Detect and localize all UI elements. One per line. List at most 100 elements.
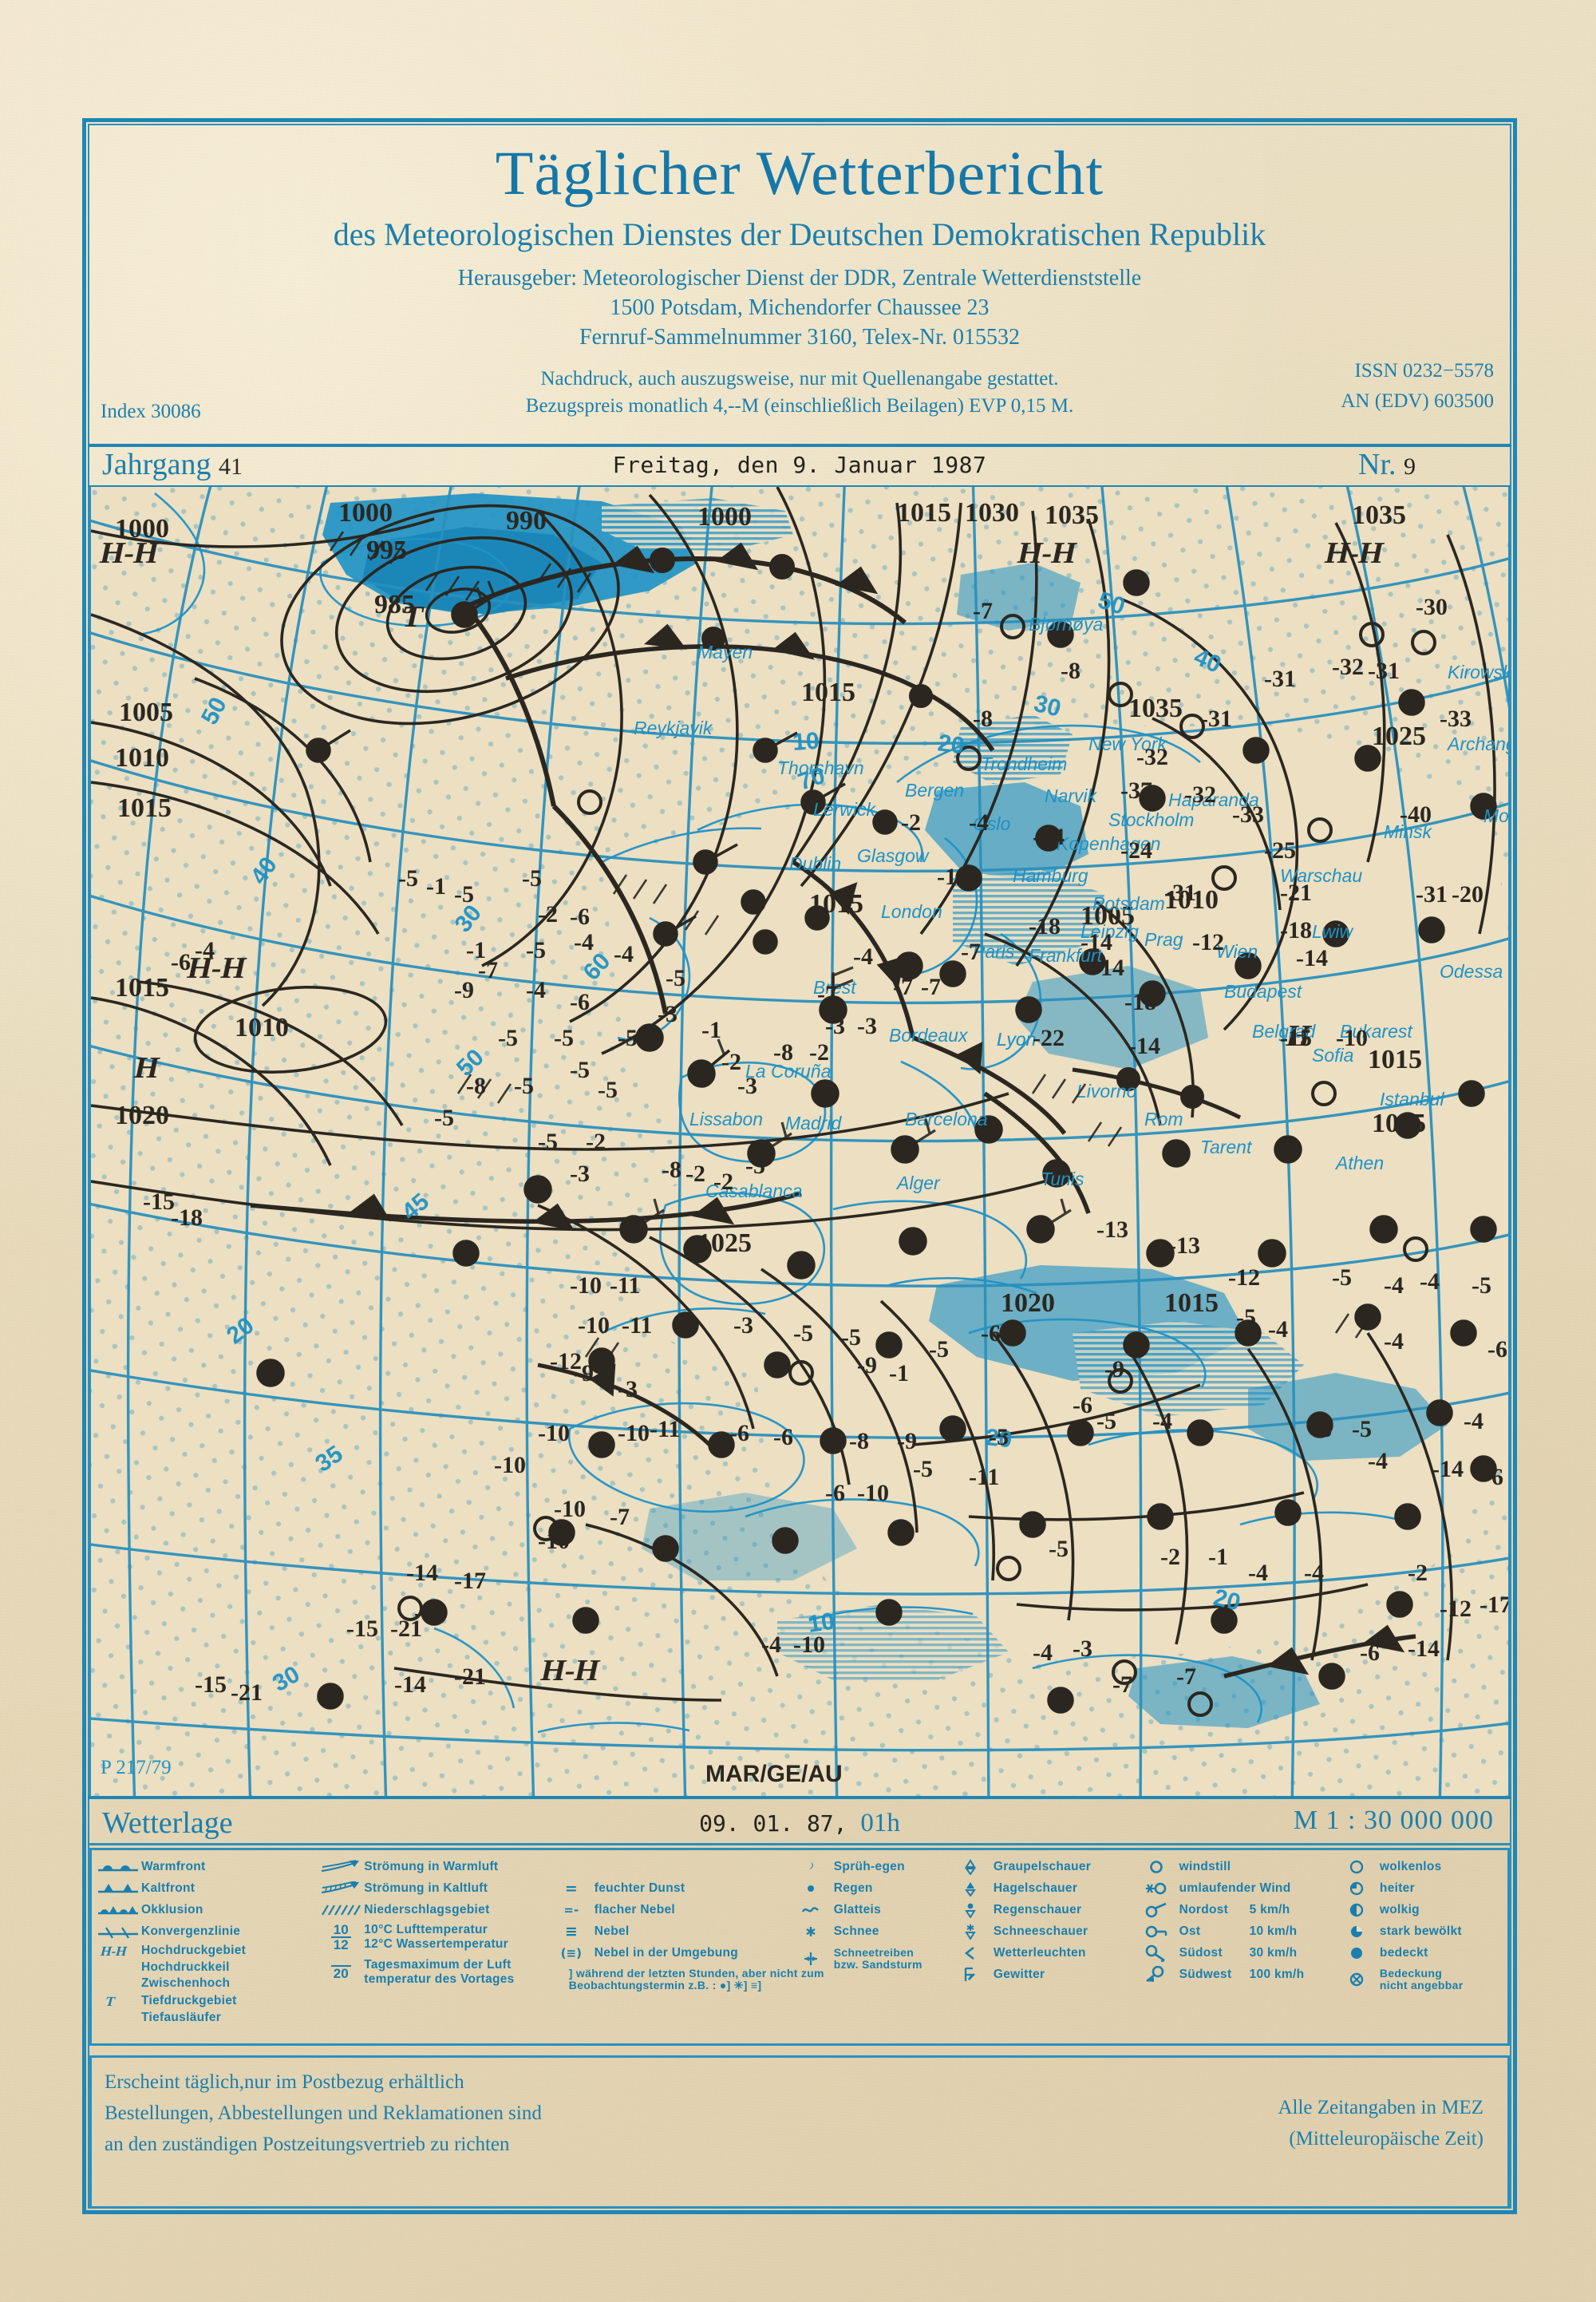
- isobar-label: 1020: [1001, 1288, 1055, 1318]
- svg-text:-6: -6: [825, 1480, 845, 1506]
- city-label: Athen: [1334, 1153, 1384, 1173]
- sheet-code-label: MAR/GE/AU: [705, 1761, 843, 1787]
- okklusion-icon: [95, 1904, 141, 1916]
- warmfront-icon: [95, 1861, 141, 1873]
- temperature-fraction-icon: 10 12: [318, 1923, 364, 1952]
- city-label: Budapest: [1224, 981, 1303, 1002]
- svg-text:-3: -3: [1073, 1636, 1092, 1662]
- svg-text:-5: -5: [538, 1129, 558, 1155]
- konvergenzlinie-icon: [95, 1924, 141, 1939]
- svg-text:-5: -5: [666, 965, 685, 991]
- svg-text:-5: -5: [598, 1077, 618, 1103]
- svg-text:-6: -6: [1483, 1464, 1503, 1490]
- legend-label-warmfront: Warmfront: [141, 1859, 206, 1873]
- legend-row-kaltfront: Kaltfront: [95, 1877, 318, 1899]
- city-label: Barcelona: [905, 1109, 988, 1129]
- city-label: Frankfurt: [1029, 945, 1104, 966]
- city-label: Rom: [1144, 1109, 1183, 1129]
- isobar-label: 1015: [1368, 1045, 1422, 1074]
- legend-row-tagesmaximum: 20 Tagesmaximum der Luft temperatur des …: [318, 1954, 548, 1991]
- city-label: Lyon: [997, 1029, 1036, 1050]
- gewitter-icon: [947, 1967, 994, 1983]
- svg-text:-15: -15: [143, 1189, 175, 1215]
- svg-text:-6: -6: [1312, 1416, 1332, 1442]
- legend-label-gewitter: Gewitter: [993, 1967, 1045, 1981]
- issue-number: 9: [1404, 453, 1416, 480]
- city-label: Lerwick: [813, 799, 876, 820]
- svg-text:-5: -5: [1236, 1304, 1256, 1331]
- legend-label-heiter: heiter: [1379, 1881, 1415, 1895]
- cloud-6-icon: [1333, 1924, 1380, 1940]
- city-label: Livorno: [1077, 1081, 1137, 1102]
- svg-text:-4: -4: [195, 937, 215, 963]
- legend-row-gewitter: Gewitter: [947, 1964, 1133, 1985]
- svg-text:H-H: H-H: [99, 1944, 128, 1958]
- isobar-label: 1005: [1080, 901, 1135, 931]
- footer-left-line-1: Erscheint täglich,nur im Postbezug erhäl…: [105, 2071, 464, 2093]
- station-plots: [256, 569, 1497, 1717]
- legend-label-bedeckung-1: Bedeckung: [1379, 1966, 1443, 1980]
- cloud-x-icon: [1333, 1972, 1380, 1988]
- map-scale: M 1 : 30 000 000: [1293, 1806, 1494, 1835]
- wetterlage-hour: 01h: [860, 1809, 900, 1837]
- svg-text:-10: -10: [570, 1272, 602, 1299]
- legend-row-temperatures: 10 12 10°C Lufttemperatur 12°C Wassertem…: [318, 1920, 548, 1954]
- svg-text:-4: -4: [1368, 1448, 1388, 1474]
- svg-text:-6: -6: [570, 904, 590, 930]
- legend-label-feuchter-dunst: feuchter Dunst: [594, 1881, 685, 1895]
- svg-text:-14: -14: [406, 1560, 438, 1586]
- svg-text:-5: -5: [570, 1057, 590, 1083]
- svg-text:-32: -32: [1184, 781, 1216, 808]
- svg-text:-22: -22: [1033, 1025, 1065, 1051]
- svg-text:-25: -25: [1264, 837, 1296, 864]
- weather-map[interactable]: T H-H T H H-H H-H H-H H-H H 1000 1000 995 9…: [88, 487, 1511, 1796]
- legend-label-schneetreiben-1: Schneetreiben: [833, 1945, 915, 1959]
- legend-label-ost: Ost: [1179, 1924, 1201, 1938]
- legend-column-wind: windstill umlaufender Wind Nordost 5 km/…: [1133, 1856, 1333, 2038]
- svg-text:-5: -5: [989, 1424, 1009, 1450]
- legend-row-warmfront: Warmfront: [95, 1856, 318, 1877]
- publisher-line-1: Herausgeber: Meteorologischer Dienst der…: [457, 266, 1142, 291]
- legend-row-windstill: windstill: [1133, 1856, 1333, 1877]
- city-label: Belgrad: [1252, 1021, 1316, 1042]
- legend-label-bedeckung-2: nicht angebbar: [1379, 1979, 1464, 1992]
- legend-label-hochdruckkeil: Hochdruckkeil: [141, 1960, 230, 1974]
- wetterlage-timestamp: 09. 01. 87, 01h: [88, 1809, 1511, 1838]
- legend-label-okklusion: Okklusion: [141, 1902, 203, 1916]
- svg-text:-12: -12: [1192, 929, 1224, 955]
- precip-hatching: [329, 531, 1370, 1363]
- svg-text:-7: -7: [478, 957, 498, 983]
- svg-text:10: 10: [792, 728, 820, 756]
- svg-text:-8: -8: [849, 1428, 869, 1454]
- legend-label-hochdruckgebiet: Hochdruckgebiet: [141, 1944, 247, 1957]
- legend-row-tiefdruckgebiet: T Tiefdruckgebiet: [95, 1992, 318, 2011]
- svg-text:-7: -7: [921, 974, 941, 1000]
- city-label: Stockholm: [1108, 809, 1194, 830]
- legend-row-hochdruckgebiet: H-H Hochdruckgebiet: [95, 1942, 318, 1960]
- issn-number: ISSN 0232−5578: [1354, 360, 1494, 382]
- isobar-label: 1010: [115, 743, 169, 773]
- svg-text:-6: -6: [773, 1424, 793, 1450]
- svg-text:-4: -4: [614, 941, 634, 967]
- city-label: Archangelsk: [1446, 734, 1508, 754]
- svg-text:-5: -5: [1332, 1264, 1352, 1291]
- legend-row-zwischenhoch: Zwischenhoch: [95, 1975, 318, 1992]
- wind-sw-icon: [1133, 1965, 1179, 1984]
- svg-text:-2: -2: [538, 901, 558, 928]
- luft-temp-value: 10: [330, 1923, 351, 1938]
- city-label: Paris: [973, 941, 1015, 962]
- svg-text:-6: -6: [729, 1420, 749, 1446]
- svg-text:-4: -4: [1464, 1408, 1483, 1434]
- legend-label-umlaufender-wind: umlaufender Wind: [1179, 1881, 1291, 1895]
- wetterleuchten-icon: [947, 1945, 994, 1961]
- legend-row-note: ] während der letzten Stunden, aber nich…: [569, 1964, 824, 1995]
- legend-row-schneetreiben: Schneetreiben bzw. Sandsturm: [788, 1942, 947, 1976]
- city-label: Wien: [1216, 941, 1258, 962]
- svg-text:-7: -7: [610, 1504, 630, 1530]
- graupelschauer-icon: [947, 1858, 994, 1875]
- svg-text:-21: -21: [231, 1679, 263, 1706]
- svg-text:-7: -7: [893, 974, 913, 1000]
- legend-row-heiter: heiter: [1333, 1877, 1504, 1899]
- svg-text:-18: -18: [937, 864, 969, 890]
- legend-row-umlaufender-wind: umlaufender Wind: [1133, 1877, 1333, 1899]
